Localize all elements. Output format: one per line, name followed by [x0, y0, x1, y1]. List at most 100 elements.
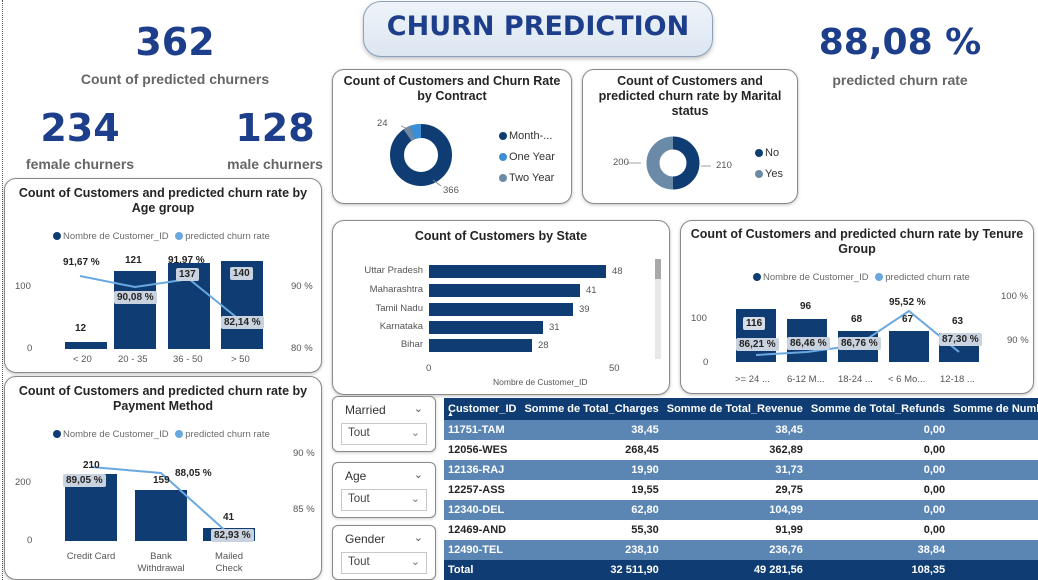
slicer-gender-select[interactable]: Tout ⌄: [341, 552, 427, 574]
state-chart-card[interactable]: Count of Customers by State Uttar Prades…: [332, 220, 670, 395]
age-count-label-36-50: 137: [176, 268, 199, 281]
tenure-y-left-top: 100: [691, 313, 707, 324]
marital-legend-no[interactable]: No: [755, 147, 779, 159]
payment-legend: Nombre de Customer_ID predicted churn ra…: [53, 429, 270, 440]
payment-rate-line: [90, 466, 230, 535]
tenure-count-label-18-24: 68: [851, 314, 863, 325]
tenure-y-left-bottom: 0: [703, 357, 709, 368]
contract-chart-card[interactable]: Count of Customers and Churn Rate by Con…: [332, 69, 572, 204]
tenure-count-label-under6: 67: [902, 314, 914, 325]
tenure-rate-label-6-12: 86,46 %: [787, 337, 830, 350]
contract-legend-month[interactable]: Month-...: [499, 130, 552, 142]
tenure-rate-line: [755, 309, 960, 356]
age-chart-card[interactable]: Count of Customers and predicted churn r…: [4, 178, 322, 373]
col-header-total-charges[interactable]: Somme de Total_Charges: [520, 398, 663, 420]
state-bar-karnataka[interactable]: [429, 321, 543, 334]
state-value-tamil-nadu: 39: [579, 304, 590, 315]
tenure-rate-label-under6: 95,52 %: [889, 297, 926, 308]
tenure-bar-under6[interactable]: [889, 331, 929, 362]
payment-rate-label-bank-withdrawal: 88,05 %: [175, 468, 212, 479]
customer-table[interactable]: Customer_ID Somme de Total_Charges Somme…: [444, 398, 1038, 580]
payment-legend-rate-dot: [175, 430, 184, 439]
table-row[interactable]: 12490-TEL 238,10 236,76 38,84: [444, 540, 1038, 560]
state-cat-bihar: Bihar: [400, 339, 423, 350]
contract-donut-oneyear-slice: [409, 124, 422, 140]
page-border: [2, 0, 3, 580]
tenure-chart-card[interactable]: Count of Customers and predicted churn r…: [680, 220, 1034, 394]
state-x-tick-0: 0: [426, 363, 432, 374]
chevron-down-icon[interactable]: ⌄: [413, 403, 423, 415]
payment-x-mailed-check: Mailed Check: [215, 551, 243, 574]
tenure-count-label-24plus: 116: [743, 317, 766, 330]
marital-donut-no-slice: [672, 136, 700, 190]
payment-y-left-bottom: 0: [27, 535, 33, 546]
slicer-married-value: Tout: [348, 427, 370, 439]
tenure-x-24plus: >= 24 ...: [735, 374, 770, 385]
slicer-married-select[interactable]: Tout ⌄: [341, 423, 427, 445]
col-header-total-revenue[interactable]: Somme de Total_Revenue: [662, 398, 807, 420]
age-y-right-top: 90 %: [291, 281, 313, 292]
col-header-number[interactable]: Somme de Number: [949, 398, 1038, 420]
dropdown-arrow-icon: ⌄: [410, 427, 420, 439]
table-row[interactable]: 12257-ASS 19,55 29,75 0,00: [444, 480, 1038, 500]
table-row[interactable]: 12469-AND 55,30 91,99 0,00: [444, 520, 1038, 540]
payment-count-label-bank-withdrawal: 159: [153, 475, 170, 486]
slicer-gender-value: Tout: [348, 556, 370, 568]
age-chart-title: Count of Customers and predicted churn r…: [18, 186, 308, 215]
slicer-gender[interactable]: Gender ⌄ Tout ⌄: [332, 525, 436, 580]
payment-y-right-top: 90 %: [293, 448, 315, 459]
age-count-label-over50: 140: [230, 267, 253, 280]
age-bar-under20[interactable]: [65, 342, 107, 349]
marital-legend-yes[interactable]: Yes: [755, 168, 783, 180]
page-title-box: CHURN PREDICTION: [363, 1, 713, 57]
table-row[interactable]: 12056-WES 268,45 362,89 0,00: [444, 440, 1038, 460]
contract-donut: [390, 124, 452, 187]
slicer-age-select[interactable]: Tout ⌄: [341, 489, 427, 511]
age-legend: Nombre de Customer_ID predicted churn ra…: [53, 231, 270, 242]
state-bar-maharashtra[interactable]: [429, 284, 580, 297]
tenure-rate-label-24plus: 86,21 %: [736, 338, 779, 351]
age-y-right-bottom: 80 %: [291, 343, 313, 354]
state-scrollbar[interactable]: [655, 259, 661, 359]
state-bar-tamil-nadu[interactable]: [429, 303, 573, 316]
sort-ascending-icon[interactable]: ▲: [447, 411, 454, 418]
state-bar-bihar[interactable]: [429, 339, 532, 352]
slicer-age[interactable]: Age ⌄ Tout ⌄: [332, 462, 436, 518]
state-bar-uttar-pradesh[interactable]: [429, 265, 606, 278]
tenure-x-under6: < 6 Mo...: [888, 374, 926, 385]
age-x-under20: < 20: [73, 354, 92, 365]
contract-legend-oneyear[interactable]: One Year: [499, 151, 555, 163]
payment-bar-bank-withdrawal[interactable]: [135, 490, 187, 541]
age-x-over50: > 50: [231, 354, 250, 365]
payment-chart-title: Count of Customers and predicted churn r…: [18, 384, 308, 413]
col-header-customer-id[interactable]: Customer_ID: [444, 398, 521, 420]
age-rate-line: [79, 275, 242, 322]
state-value-karnataka: 31: [549, 322, 560, 333]
col-header-total-refunds[interactable]: Somme de Total_Refunds: [806, 398, 950, 420]
chevron-down-icon[interactable]: ⌄: [413, 469, 423, 481]
payment-chart-card[interactable]: Count of Customers and predicted churn r…: [4, 376, 322, 580]
age-legend-count: Nombre de Customer_ID: [63, 231, 169, 242]
page-title: CHURN PREDICTION: [386, 11, 690, 42]
age-y-left-top: 100: [15, 281, 31, 292]
contract-donut-twoyear-slice: [403, 126, 416, 142]
contract-legend-twoyear[interactable]: Two Year: [499, 172, 554, 184]
table-row[interactable]: 11751-TAM 38,45 38,45 0,00: [444, 420, 1038, 440]
slicer-gender-title: Gender: [345, 532, 386, 546]
age-legend-rate-dot: [175, 232, 184, 241]
marital-chart-card[interactable]: Count of Customers and predicted churn r…: [582, 69, 798, 204]
state-scrollbar-thumb[interactable]: [655, 259, 661, 279]
kpi-predicted-churners-label: Count of predicted churners: [80, 71, 270, 87]
slicer-married[interactable]: Married ⌄ Tout ⌄: [332, 396, 436, 452]
age-legend-rate: predicted churn rate: [185, 231, 270, 242]
tenure-y-right-bottom: 90 %: [1007, 335, 1029, 346]
tenure-count-label-12-18: 63: [952, 316, 964, 327]
table-row[interactable]: 12340-DEL 62,80 104,99 0,00: [444, 500, 1038, 520]
tenure-legend-rate-dot: [875, 273, 884, 282]
payment-legend-count: Nombre de Customer_ID: [63, 429, 169, 440]
table-row[interactable]: 12136-RAJ 19,90 31,73 0,00: [444, 460, 1038, 480]
tenure-y-right-top: 100 %: [1001, 291, 1028, 302]
payment-count-label-mailed-check: 41: [223, 512, 235, 523]
chevron-down-icon[interactable]: ⌄: [413, 532, 423, 544]
kpi-female-value: 234: [40, 106, 120, 150]
